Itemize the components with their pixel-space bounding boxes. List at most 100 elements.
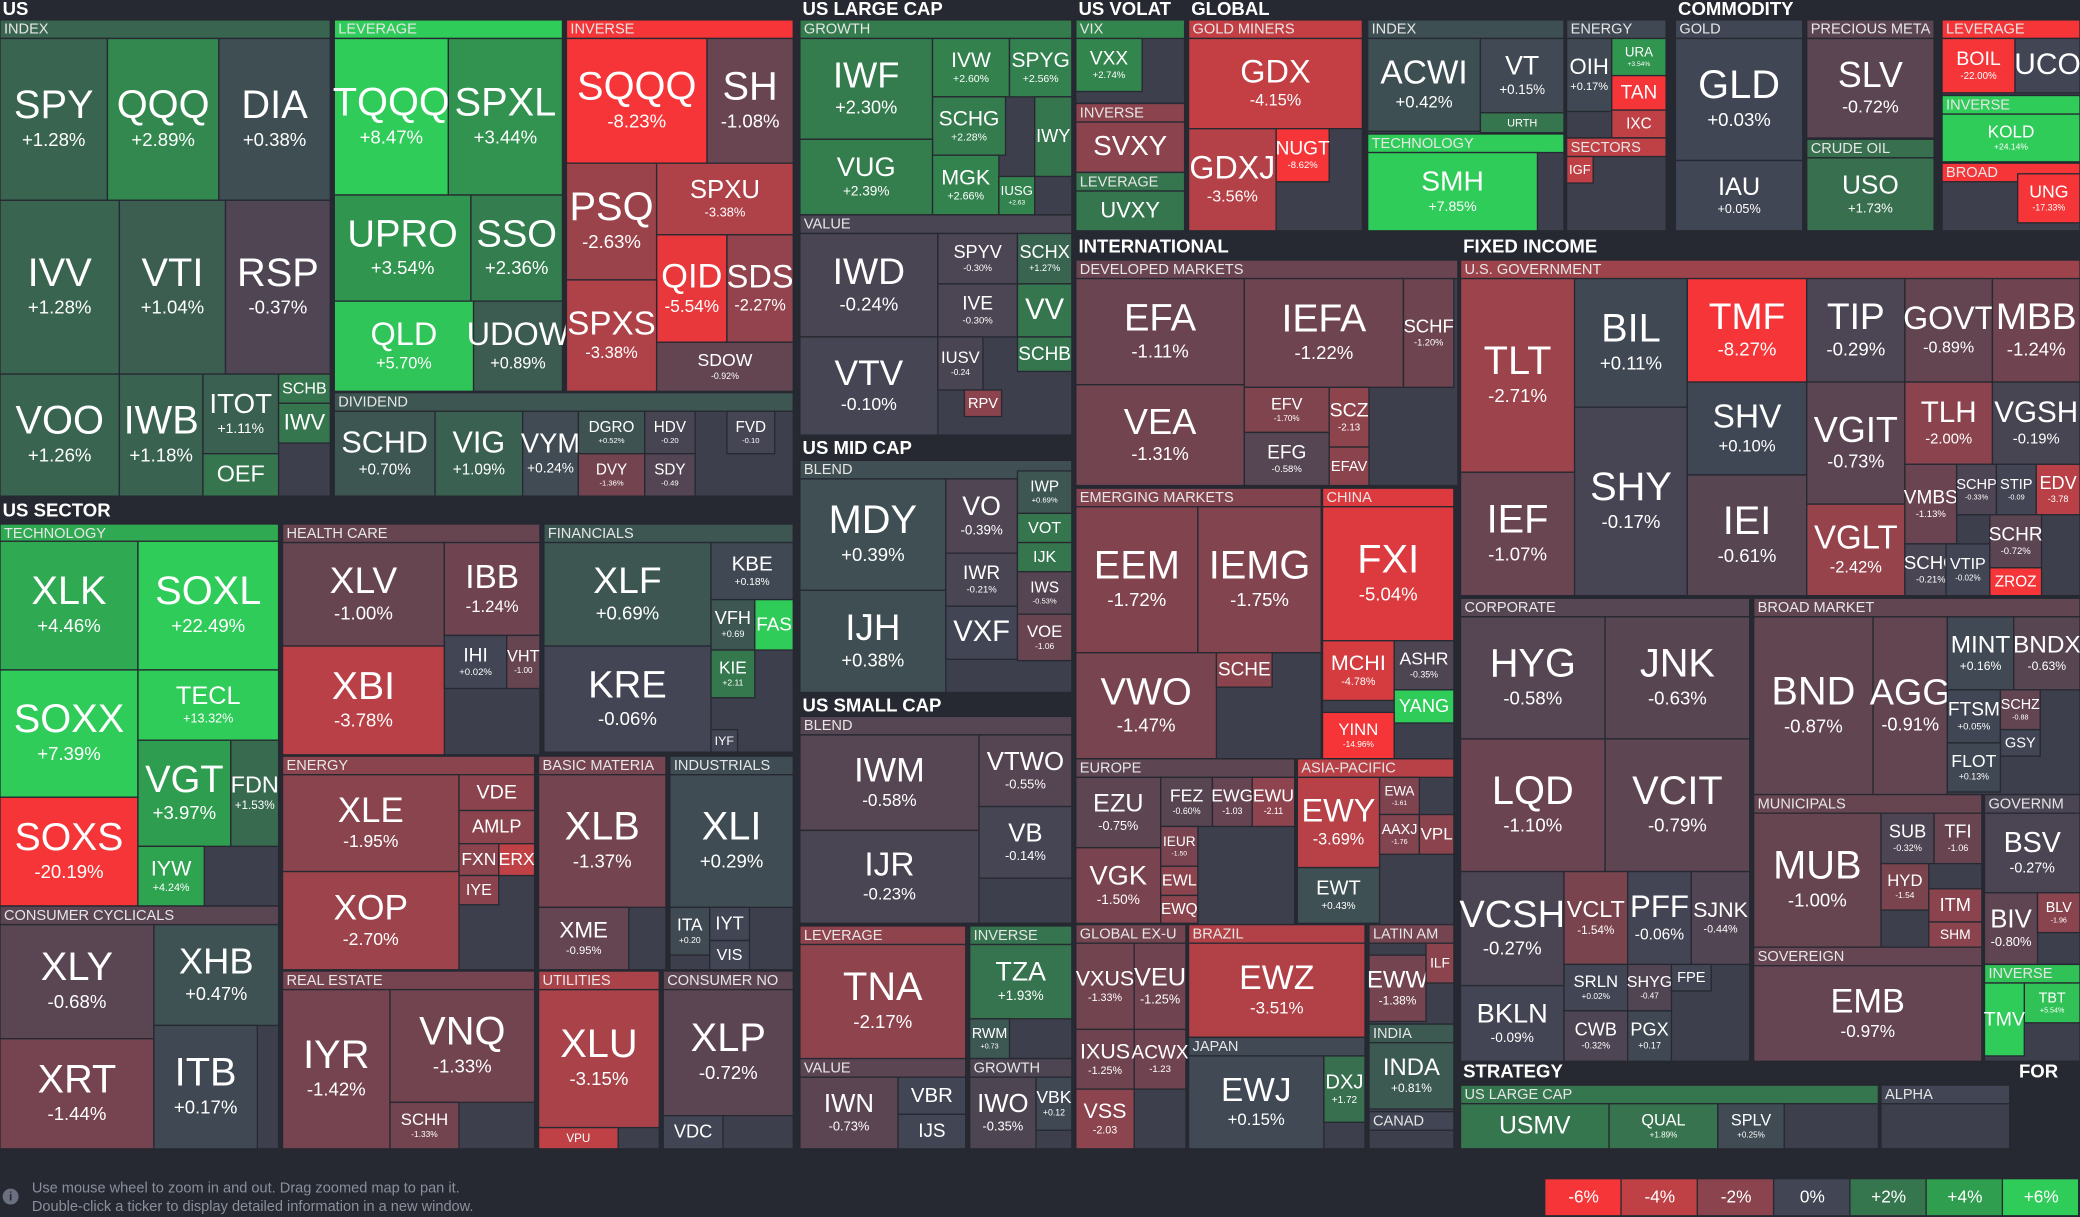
tile[interactable] — [1717, 1103, 1785, 1150]
tile[interactable] — [1187, 942, 1366, 1039]
tile[interactable] — [521, 410, 580, 497]
tile[interactable] — [1425, 942, 1455, 984]
tile[interactable] — [224, 199, 331, 375]
tile[interactable] — [1251, 776, 1296, 828]
tile[interactable] — [1806, 503, 1906, 597]
tile[interactable] — [1160, 865, 1199, 897]
tile[interactable] — [655, 162, 794, 236]
tile[interactable] — [2016, 173, 2080, 224]
tile[interactable] — [472, 300, 564, 393]
tile[interactable] — [153, 1024, 259, 1150]
tile[interactable] — [434, 410, 524, 497]
tile[interactable] — [333, 37, 450, 196]
tile[interactable] — [726, 410, 776, 455]
tile[interactable] — [1686, 277, 1808, 383]
tile[interactable] — [1321, 640, 1395, 702]
tile[interactable] — [1479, 37, 1565, 114]
tile[interactable] — [1008, 37, 1073, 98]
tile[interactable] — [543, 645, 712, 753]
tile[interactable] — [137, 669, 280, 741]
tile[interactable] — [1393, 640, 1455, 691]
tile[interactable] — [1075, 1028, 1135, 1090]
tile[interactable] — [0, 796, 139, 907]
tile[interactable] — [1880, 862, 1930, 911]
tile[interactable] — [1328, 386, 1370, 448]
tile[interactable] — [1573, 406, 1689, 597]
tile[interactable] — [799, 478, 947, 591]
tile[interactable] — [333, 194, 472, 302]
tile[interactable] — [644, 410, 696, 455]
tile[interactable] — [1034, 96, 1073, 178]
tile[interactable] — [1075, 1088, 1135, 1150]
tile[interactable] — [978, 734, 1073, 808]
tile[interactable] — [137, 540, 280, 671]
tile[interactable] — [978, 805, 1073, 879]
tile[interactable] — [1366, 151, 1539, 232]
tile[interactable] — [1626, 963, 1673, 1012]
tile[interactable] — [1296, 866, 1381, 924]
tile[interactable] — [799, 232, 939, 338]
tile[interactable] — [1904, 381, 1994, 465]
tile[interactable] — [1016, 613, 1073, 662]
tile[interactable] — [1989, 567, 2043, 597]
tile[interactable] — [710, 649, 756, 699]
tile[interactable] — [1215, 652, 1273, 688]
tile[interactable] — [1604, 738, 1751, 873]
tile[interactable] — [1243, 277, 1405, 389]
tile[interactable] — [710, 541, 794, 601]
tile[interactable] — [1243, 386, 1330, 434]
tile[interactable] — [1604, 616, 1751, 740]
tile[interactable] — [1378, 813, 1421, 855]
tile[interactable] — [447, 37, 564, 196]
tile[interactable] — [137, 739, 232, 848]
tile[interactable] — [897, 1076, 967, 1115]
tile[interactable] — [931, 37, 1011, 98]
tile[interactable] — [1187, 37, 1364, 130]
tile[interactable] — [458, 874, 500, 906]
tile[interactable] — [799, 336, 939, 436]
tile[interactable] — [1459, 1103, 1610, 1150]
tile[interactable] — [1197, 506, 1322, 654]
tile[interactable] — [1275, 128, 1330, 183]
tile[interactable] — [1075, 277, 1245, 386]
tile[interactable] — [937, 283, 1019, 338]
tile[interactable] — [937, 336, 984, 391]
tile[interactable] — [1075, 847, 1162, 924]
tile[interactable] — [1075, 121, 1186, 174]
tile[interactable] — [137, 845, 205, 907]
tile[interactable] — [1686, 474, 1808, 597]
tile[interactable] — [1806, 277, 1906, 383]
tile[interactable] — [1016, 336, 1073, 373]
tile[interactable] — [1459, 277, 1576, 473]
tile[interactable] — [333, 300, 475, 393]
tile[interactable] — [2014, 37, 2080, 94]
tile[interactable] — [662, 988, 794, 1117]
tile[interactable] — [1459, 471, 1576, 597]
tile[interactable] — [0, 923, 155, 1040]
tile[interactable] — [945, 605, 1019, 660]
tile[interactable] — [655, 341, 794, 393]
tile[interactable] — [799, 37, 934, 140]
tile[interactable] — [937, 232, 1019, 285]
tile[interactable] — [537, 988, 660, 1129]
tile[interactable] — [1075, 384, 1245, 487]
tile[interactable] — [1674, 37, 1804, 162]
tile[interactable] — [963, 389, 1003, 418]
tile[interactable] — [710, 728, 739, 753]
tile[interactable] — [537, 774, 667, 909]
tile[interactable] — [1321, 506, 1455, 642]
tile[interactable] — [2035, 463, 2080, 516]
tile[interactable] — [2036, 892, 2080, 934]
tile[interactable] — [1323, 1055, 1366, 1123]
tile[interactable] — [1418, 813, 1455, 855]
tile[interactable] — [537, 1126, 619, 1150]
tile[interactable] — [443, 541, 541, 637]
tile[interactable] — [1016, 232, 1073, 285]
tile[interactable] — [1366, 37, 1482, 132]
tile[interactable] — [1211, 776, 1253, 828]
tile[interactable] — [1402, 277, 1455, 389]
tile[interactable] — [799, 138, 934, 216]
tile[interactable] — [1941, 37, 2016, 94]
tile[interactable] — [1941, 113, 2080, 163]
tile[interactable] — [1321, 711, 1395, 760]
